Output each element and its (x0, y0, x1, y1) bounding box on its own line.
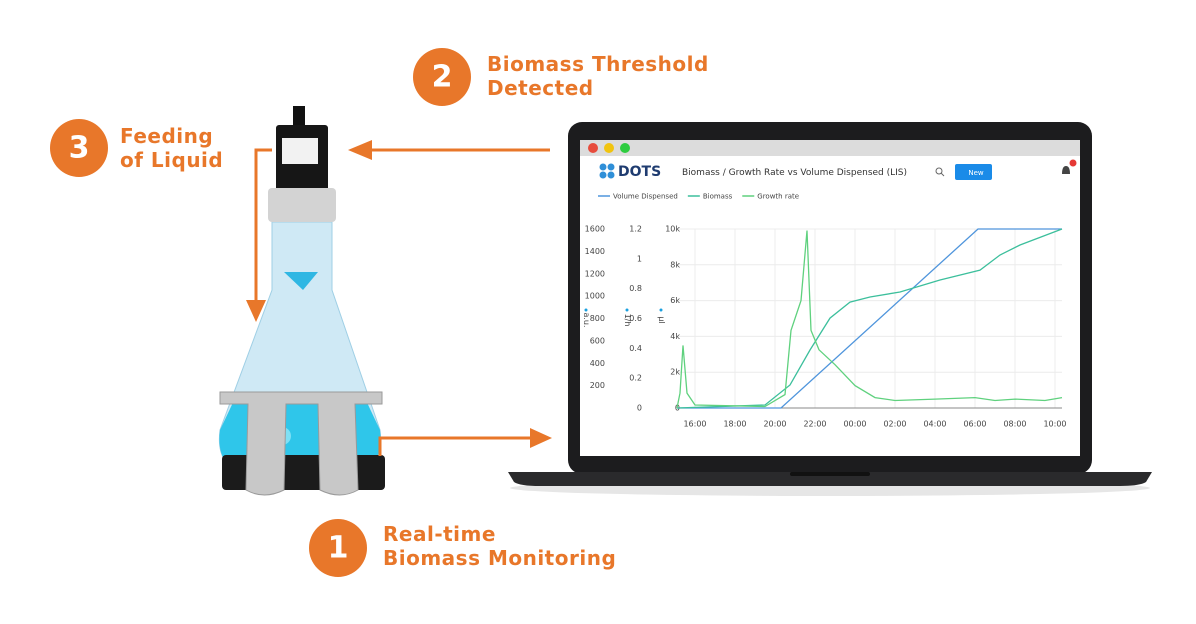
y-tick-label: 6k (670, 296, 680, 305)
y3-tick-label: 1000 (585, 292, 605, 301)
window-close[interactable] (588, 143, 598, 153)
x-tick-label: 20:00 (763, 420, 786, 429)
y3-tick-label: 1200 (585, 269, 605, 278)
y2-tick-label: 1 (637, 254, 642, 263)
legend-label: Biomass (703, 193, 733, 201)
window-maximize[interactable] (620, 143, 630, 153)
laptop-screen (580, 140, 1080, 456)
x-tick-label: 04:00 (923, 420, 946, 429)
x-tick-label: 06:00 (963, 420, 986, 429)
y-tick-label: 4k (670, 332, 680, 341)
step-badge (413, 48, 471, 106)
laptop-notch (790, 472, 870, 476)
step-label: Detected (487, 76, 594, 100)
new-button[interactable] (955, 164, 992, 180)
chart: Volume Dispensed Biomass Growth rate 0 2k 4k 6… (582, 193, 1067, 429)
flask (218, 106, 385, 496)
app-title: Biomass / Growth Rate vs Volume Dispense… (682, 168, 907, 178)
x-tick-label: 02:00 (883, 420, 906, 429)
bell-icon[interactable] (1062, 166, 1070, 174)
axis-dot (584, 308, 588, 312)
y3-tick-label: 600 (590, 336, 605, 345)
series-line (676, 228, 1063, 409)
step-label: Feeding (120, 124, 213, 148)
x-tick-label: 18:00 (723, 420, 746, 429)
step-number: 1 (328, 531, 349, 566)
axis-label: a.u. (582, 312, 591, 327)
y3-tick-label: 800 (590, 314, 605, 323)
window-bar (580, 140, 1080, 156)
step-badge (50, 119, 108, 177)
laptop-base (508, 472, 1152, 486)
y-tick-label: 2k (670, 368, 680, 377)
brand: DOTS (618, 164, 661, 180)
step-label: of Liquid (120, 148, 223, 172)
step-number: 3 (69, 131, 90, 166)
series-line (677, 228, 1062, 409)
window-minimize[interactable] (604, 143, 614, 153)
new-button-label[interactable]: New (968, 169, 984, 177)
x-tick-label: 10:00 (1043, 420, 1066, 429)
axis-dot (659, 308, 663, 312)
arrowheads (246, 140, 552, 448)
search-icon[interactable] (935, 167, 945, 177)
step-label: Biomass Monitoring (383, 546, 616, 570)
x-tick-label: 00:00 (843, 420, 866, 429)
y2-tick-label: 0.4 (629, 344, 642, 353)
step-badge (309, 519, 367, 577)
x-tick-label: 22:00 (803, 420, 826, 429)
y-tick-label: 10k (665, 225, 680, 234)
y2-tick-label: 0 (637, 404, 642, 413)
y2-tick-label: 1.2 (629, 225, 642, 234)
series-line (676, 230, 1063, 409)
x-tick-label: 16:00 (683, 420, 706, 429)
legend-label: Growth rate (757, 193, 799, 201)
axis-dot (625, 308, 629, 312)
y3-tick-label: 400 (590, 359, 605, 368)
axis-label: 1/h (623, 314, 632, 327)
step-label: Real-time (383, 522, 496, 546)
y2-tick-label: 0.2 (629, 374, 642, 383)
y2-tick-label: 0.8 (629, 284, 642, 293)
x-tick-label: 08:00 (1003, 420, 1026, 429)
y3-tick-label: 1600 (585, 225, 605, 234)
step-number: 2 (432, 60, 453, 95)
y3-tick-label: 200 (590, 381, 605, 390)
y3-tick-label: 1400 (585, 247, 605, 256)
y2-tick-label: 0.6 (629, 314, 642, 323)
step-label: Biomass Threshold (487, 52, 709, 76)
notification-badge (1069, 159, 1077, 167)
arrows (254, 148, 550, 456)
legend-label: Volume Dispensed (613, 193, 678, 201)
logo-icon (599, 163, 615, 179)
y-tick-label: 8k (670, 260, 680, 269)
axis-label: µl (657, 316, 666, 323)
